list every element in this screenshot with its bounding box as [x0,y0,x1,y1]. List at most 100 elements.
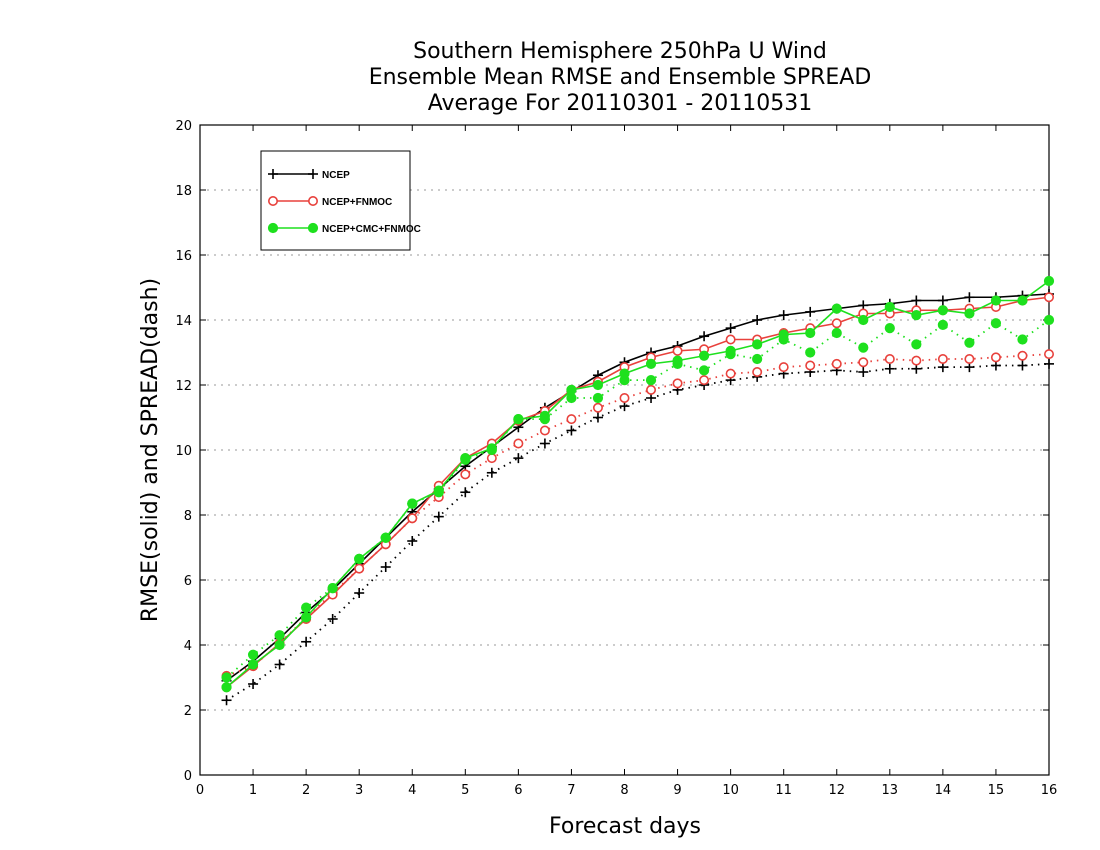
data-point [831,318,842,329]
series [221,275,1055,706]
data-point [646,384,657,395]
x-tick-label: 14 [935,783,952,798]
data-point [307,196,318,207]
data-point [354,553,365,564]
legend: NCEP NCEP+FNMOC NCEP+CMC+FNMOC [260,150,421,251]
y-tick-label: 20 [175,119,192,134]
axis-ticks: 0 1 2 3 4 5 6 7 8 9 10 11 12 13 14 15 160246810121416182… [175,119,1057,798]
data-point [592,402,603,413]
legend-entry: NCEP [268,169,350,181]
data-point [911,310,922,321]
data-point [274,639,285,651]
y-tick-label: 14 [175,314,192,329]
x-tick-label: 15 [988,783,1005,798]
data-point [752,339,763,350]
data-point [831,303,842,314]
data-point [698,365,710,376]
legend-label: NCEP [322,170,350,181]
y-tick-label: 18 [175,184,192,199]
series-line [226,353,1050,677]
data-point [911,339,922,350]
data-point [990,295,1002,306]
series-line [226,293,1050,682]
data-point [221,672,232,683]
data-point [539,425,550,436]
data-point [566,384,577,395]
data-point [513,414,524,425]
x-tick-label: 8 [620,783,628,798]
x-tick-label: 2 [302,783,310,798]
data-point [911,355,922,366]
data-point [778,329,789,340]
y-tick-label: 12 [175,379,192,394]
x-tick-label: 16 [1041,783,1058,798]
y-tick-label: 8 [184,509,192,524]
data-point [433,485,444,496]
data-point [460,453,471,464]
data-point [1044,292,1055,303]
data-point [725,334,736,345]
data-point [964,308,975,319]
data-point [1017,295,1028,306]
data-point [990,318,1002,329]
x-tick-label: 11 [775,783,792,798]
data-point [592,392,604,404]
x-tick-label: 3 [355,783,363,798]
data-point [486,453,497,464]
title-line-2: Ensemble Mean RMSE and Ensemble SPREAD [369,65,872,90]
data-point [672,355,683,366]
title-line-1: Southern Hemisphere 250hPa U Wind [413,39,827,64]
series-line [226,362,1050,702]
data-point [805,360,816,371]
data-point [858,342,869,353]
data-point [858,314,869,326]
data-point [460,469,471,480]
data-point [1043,275,1055,287]
data-point [1017,350,1028,361]
data-point [307,222,319,234]
x-axis-label: Forecast days [549,814,701,839]
data-point [354,563,365,574]
data-point [539,410,551,421]
data-point [884,353,895,364]
x-tick-label: 6 [514,783,522,798]
data-point [884,323,895,334]
data-point [884,301,895,313]
data-point [672,378,683,389]
data-point [274,630,285,641]
data-point [380,532,391,543]
series-spread-3 [221,314,1055,683]
series-line [226,296,1050,688]
data-point [645,375,657,386]
series-rmse-2 [221,292,1055,693]
data-point [301,602,312,613]
data-point [805,327,816,339]
data-point [566,414,577,425]
data-point [407,513,418,524]
y-axis-label: RMSE(solid) and SPREAD(dash) [138,278,163,622]
data-point [805,347,816,358]
chart-title: Southern Hemisphere 250hPa U WindEnsembl… [369,39,872,116]
data-point [513,438,524,449]
data-point [486,443,497,454]
x-tick-label: 9 [673,783,681,798]
data-point [699,375,710,386]
x-tick-label: 10 [722,783,739,798]
y-tick-label: 6 [184,574,192,589]
data-point [964,353,975,364]
data-point [619,368,630,379]
data-point [1043,314,1055,326]
x-tick-label: 7 [567,783,575,798]
data-point [725,345,736,356]
data-point [698,350,710,361]
y-tick-label: 0 [184,769,192,784]
x-tick-label: 13 [882,783,899,798]
data-point [267,222,279,234]
data-point [858,357,869,368]
data-point [592,379,604,391]
data-point [301,612,312,623]
x-tick-label: 1 [249,783,257,798]
y-tick-label: 2 [184,704,192,719]
legend-label: NCEP+FNMOC [322,197,392,208]
